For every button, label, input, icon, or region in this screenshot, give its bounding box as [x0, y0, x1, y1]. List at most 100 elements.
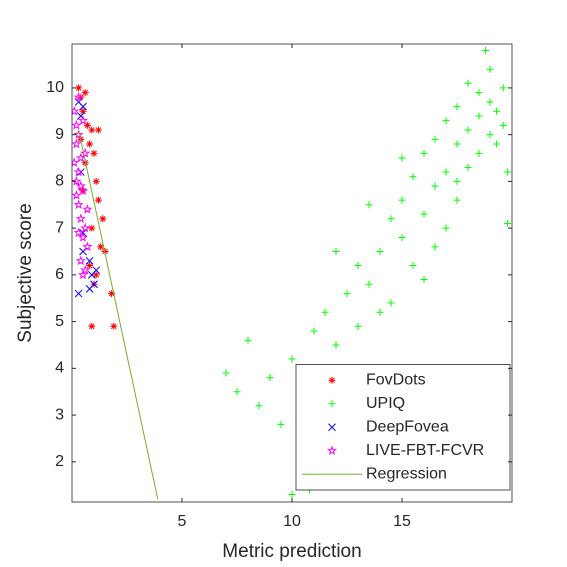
data-point: [244, 336, 252, 344]
data-point: [475, 112, 483, 120]
data-point: [80, 264, 91, 275]
data-point: [88, 224, 96, 232]
data-point: [72, 157, 80, 168]
data-point: [343, 290, 351, 298]
data-point: [442, 168, 450, 176]
data-point: [77, 115, 89, 125]
legend-swatch: [328, 376, 336, 384]
data-point: [409, 262, 417, 270]
data-point: [75, 152, 86, 163]
data-point: [92, 266, 101, 275]
data-point: [85, 256, 94, 265]
legend: FovDots UPIQ DeepFovea LIVE-FBT-FCVR Regress…: [295, 364, 511, 491]
data-point: [73, 166, 84, 177]
data-point: [80, 148, 91, 158]
data-point: [90, 149, 98, 157]
data-point: [365, 201, 373, 209]
y-tick-label: 2: [55, 453, 64, 470]
data-point: [222, 369, 230, 377]
data-point: [431, 182, 439, 190]
data-point: [73, 227, 84, 238]
data-point: [464, 79, 472, 87]
data-point: [442, 224, 450, 232]
data-point: [277, 420, 285, 428]
data-point: [75, 213, 86, 224]
data-point: [72, 176, 82, 186]
data-point: [77, 269, 89, 280]
data-point: [79, 187, 87, 195]
data-point: [81, 89, 89, 97]
data-point: [431, 135, 439, 143]
data-point: [83, 121, 91, 129]
y-tick-label: 10: [46, 79, 64, 96]
data-point: [365, 280, 373, 288]
data-point: [75, 255, 86, 266]
data-point: [97, 243, 105, 251]
data-point: [464, 126, 472, 134]
legend-label: UPIQ: [366, 395, 405, 412]
data-point: [475, 149, 483, 157]
data-point: [504, 219, 512, 227]
x-tick-label: 10: [283, 513, 301, 530]
data-point: [82, 241, 93, 252]
data-point: [332, 248, 340, 256]
data-point: [453, 103, 461, 111]
data-point: [73, 199, 84, 210]
legend-swatch: [326, 445, 338, 456]
data-point: [398, 154, 406, 162]
data-point: [88, 126, 96, 134]
data-point: [376, 248, 384, 256]
data-point: [92, 177, 100, 185]
data-point: [486, 98, 494, 106]
data-point: [475, 89, 483, 97]
y-tick-label: 5: [55, 313, 64, 330]
data-point: [72, 105, 80, 116]
data-point: [255, 402, 263, 410]
y-tick-label: 7: [55, 219, 64, 236]
legend-swatch: [328, 423, 336, 432]
data-point: [453, 196, 461, 204]
y-tick-label: 6: [55, 266, 64, 283]
data-point: [79, 102, 87, 111]
data-point: [86, 140, 94, 148]
data-point: [354, 322, 362, 330]
x-axis-label: Metric prediction: [222, 541, 361, 562]
legend-label: FovDots: [366, 371, 426, 388]
data-point: [75, 84, 83, 92]
data-point: [387, 215, 395, 223]
data-point: [79, 107, 87, 115]
data-point: [321, 308, 329, 316]
legend-label: LIVE-FBT-FCVR: [366, 442, 484, 459]
data-point: [94, 196, 102, 204]
data-point: [77, 232, 89, 242]
data-point: [73, 91, 84, 102]
data-point: [92, 271, 100, 279]
data-point: [420, 149, 428, 157]
data-point: [486, 65, 494, 73]
data-point: [354, 262, 362, 270]
data-point: [332, 341, 340, 349]
data-point: [482, 47, 490, 55]
data-point: [233, 388, 241, 396]
legend-swatch: [328, 400, 336, 408]
data-point: [72, 120, 82, 130]
data-point: [85, 285, 94, 293]
data-point: [409, 173, 417, 181]
data-point: [72, 138, 82, 149]
data-point: [77, 185, 89, 196]
data-point: [310, 327, 318, 335]
y-tick-label: 9: [55, 126, 64, 143]
y-axis-label: Subjective score: [15, 203, 36, 342]
y-tick-label: 4: [55, 360, 64, 377]
data-point: [398, 196, 406, 204]
data-point: [86, 262, 94, 270]
data-point: [82, 204, 93, 214]
data-point: [376, 308, 384, 316]
data-point: [431, 243, 439, 251]
legend-label: DeepFovea: [366, 418, 449, 435]
data-point: [72, 190, 82, 200]
regression-line: [78, 129, 159, 500]
data-point: [108, 290, 116, 298]
data-point: [398, 233, 406, 241]
